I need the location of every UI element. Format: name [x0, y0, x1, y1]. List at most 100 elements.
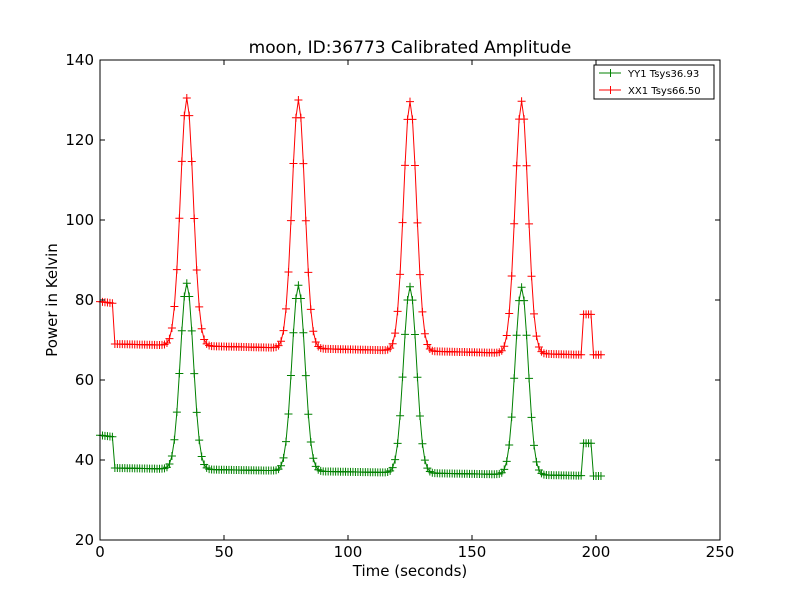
- data-point: [282, 304, 290, 313]
- data-point: [527, 413, 536, 422]
- data-point: [415, 411, 424, 420]
- legend-label-yy1: YY1 Tsys36.93: [627, 69, 699, 80]
- data-point: [175, 214, 184, 223]
- data-point: [507, 413, 516, 422]
- data-point: [512, 161, 521, 170]
- data-point: [532, 332, 541, 341]
- data-point: [530, 309, 538, 318]
- data-point: [413, 218, 422, 227]
- data-point: [596, 472, 605, 480]
- data-point: [177, 326, 186, 335]
- data-point: [525, 374, 534, 383]
- data-point: [510, 374, 519, 383]
- data-point: [108, 299, 117, 308]
- data-point: [386, 344, 395, 353]
- y-tick-label: 100: [65, 211, 94, 229]
- data-point: [415, 270, 424, 279]
- data-point: [522, 161, 531, 170]
- data-point: [187, 326, 196, 335]
- data-point: [398, 218, 407, 227]
- data-point: [507, 271, 516, 280]
- data-point: [393, 307, 402, 316]
- y-axis: 20 40 60 80 100 120 140: [65, 51, 720, 549]
- data-point: [408, 115, 417, 124]
- data-point: [172, 408, 181, 417]
- data-point: [200, 335, 209, 344]
- data-point: [525, 219, 534, 228]
- data-point: [306, 305, 315, 314]
- data-point: [500, 342, 509, 351]
- data-point: [197, 452, 206, 461]
- data-point: [410, 161, 419, 170]
- series-layer: [96, 94, 605, 480]
- data-point: [165, 459, 174, 468]
- data-point: [195, 436, 204, 445]
- data-point: [296, 113, 305, 122]
- data-point: [497, 346, 506, 355]
- data-point: [274, 341, 283, 350]
- data-point: [282, 437, 290, 446]
- legend: YY1 Tsys36.93 XX1 Tsys66.50: [593, 64, 715, 100]
- data-point: [587, 439, 596, 448]
- y-tick-label: 60: [75, 371, 94, 389]
- data-point: [162, 339, 171, 348]
- data-point: [192, 265, 201, 274]
- x-tick-label: 250: [706, 543, 735, 561]
- data-point: [195, 302, 204, 311]
- data-point: [185, 111, 194, 120]
- data-point: [177, 157, 186, 166]
- data-point: [596, 350, 605, 359]
- data-point: [279, 453, 288, 462]
- data-point: [286, 216, 295, 225]
- data-point: [401, 161, 410, 170]
- data-point: [413, 373, 422, 382]
- data-point: [294, 96, 303, 104]
- data-point: [393, 439, 402, 448]
- data-point: [532, 457, 541, 466]
- legend-marker-xx1: [606, 86, 615, 94]
- data-point: [311, 337, 320, 346]
- data-point: [420, 329, 429, 338]
- x-axis: 0 50 100 150 200 250: [95, 60, 734, 561]
- data-point: [172, 265, 181, 274]
- data-point: [388, 463, 397, 472]
- data-point: [391, 455, 400, 464]
- y-tick-label: 140: [65, 51, 94, 69]
- chart-title: moon, ID:36773 Calibrated Amplitude: [249, 38, 572, 58]
- data-point: [517, 97, 526, 106]
- data-point: [284, 410, 293, 419]
- data-point: [170, 435, 179, 444]
- data-point: [182, 279, 191, 288]
- y-tick-label: 120: [65, 131, 94, 149]
- x-tick-label: 200: [582, 543, 611, 561]
- data-point: [520, 296, 529, 305]
- data-point: [304, 410, 313, 419]
- data-point: [108, 432, 117, 441]
- legend-box: [593, 64, 715, 100]
- data-point: [423, 340, 432, 349]
- data-point: [175, 369, 184, 378]
- data-point: [505, 441, 514, 450]
- data-point: [167, 451, 176, 460]
- data-point: [512, 331, 521, 340]
- legend-marker-yy1: [606, 69, 615, 77]
- data-point: [277, 337, 286, 346]
- data-point: [406, 282, 414, 291]
- data-point: [418, 307, 427, 316]
- data-point: [309, 327, 318, 336]
- data-point: [277, 461, 286, 470]
- data-point: [398, 373, 407, 382]
- data-point: [530, 441, 538, 450]
- data-point: [167, 324, 176, 333]
- y-tick-label: 80: [75, 291, 94, 309]
- data-point: [410, 330, 419, 339]
- x-tick-label: 100: [334, 543, 363, 561]
- data-point: [301, 371, 310, 380]
- data-point: [170, 302, 179, 311]
- data-point: [527, 272, 536, 281]
- data-point: [296, 294, 305, 303]
- data-point: [502, 457, 511, 466]
- series-1: [96, 94, 605, 359]
- data-point: [391, 329, 400, 338]
- data-point: [182, 94, 191, 102]
